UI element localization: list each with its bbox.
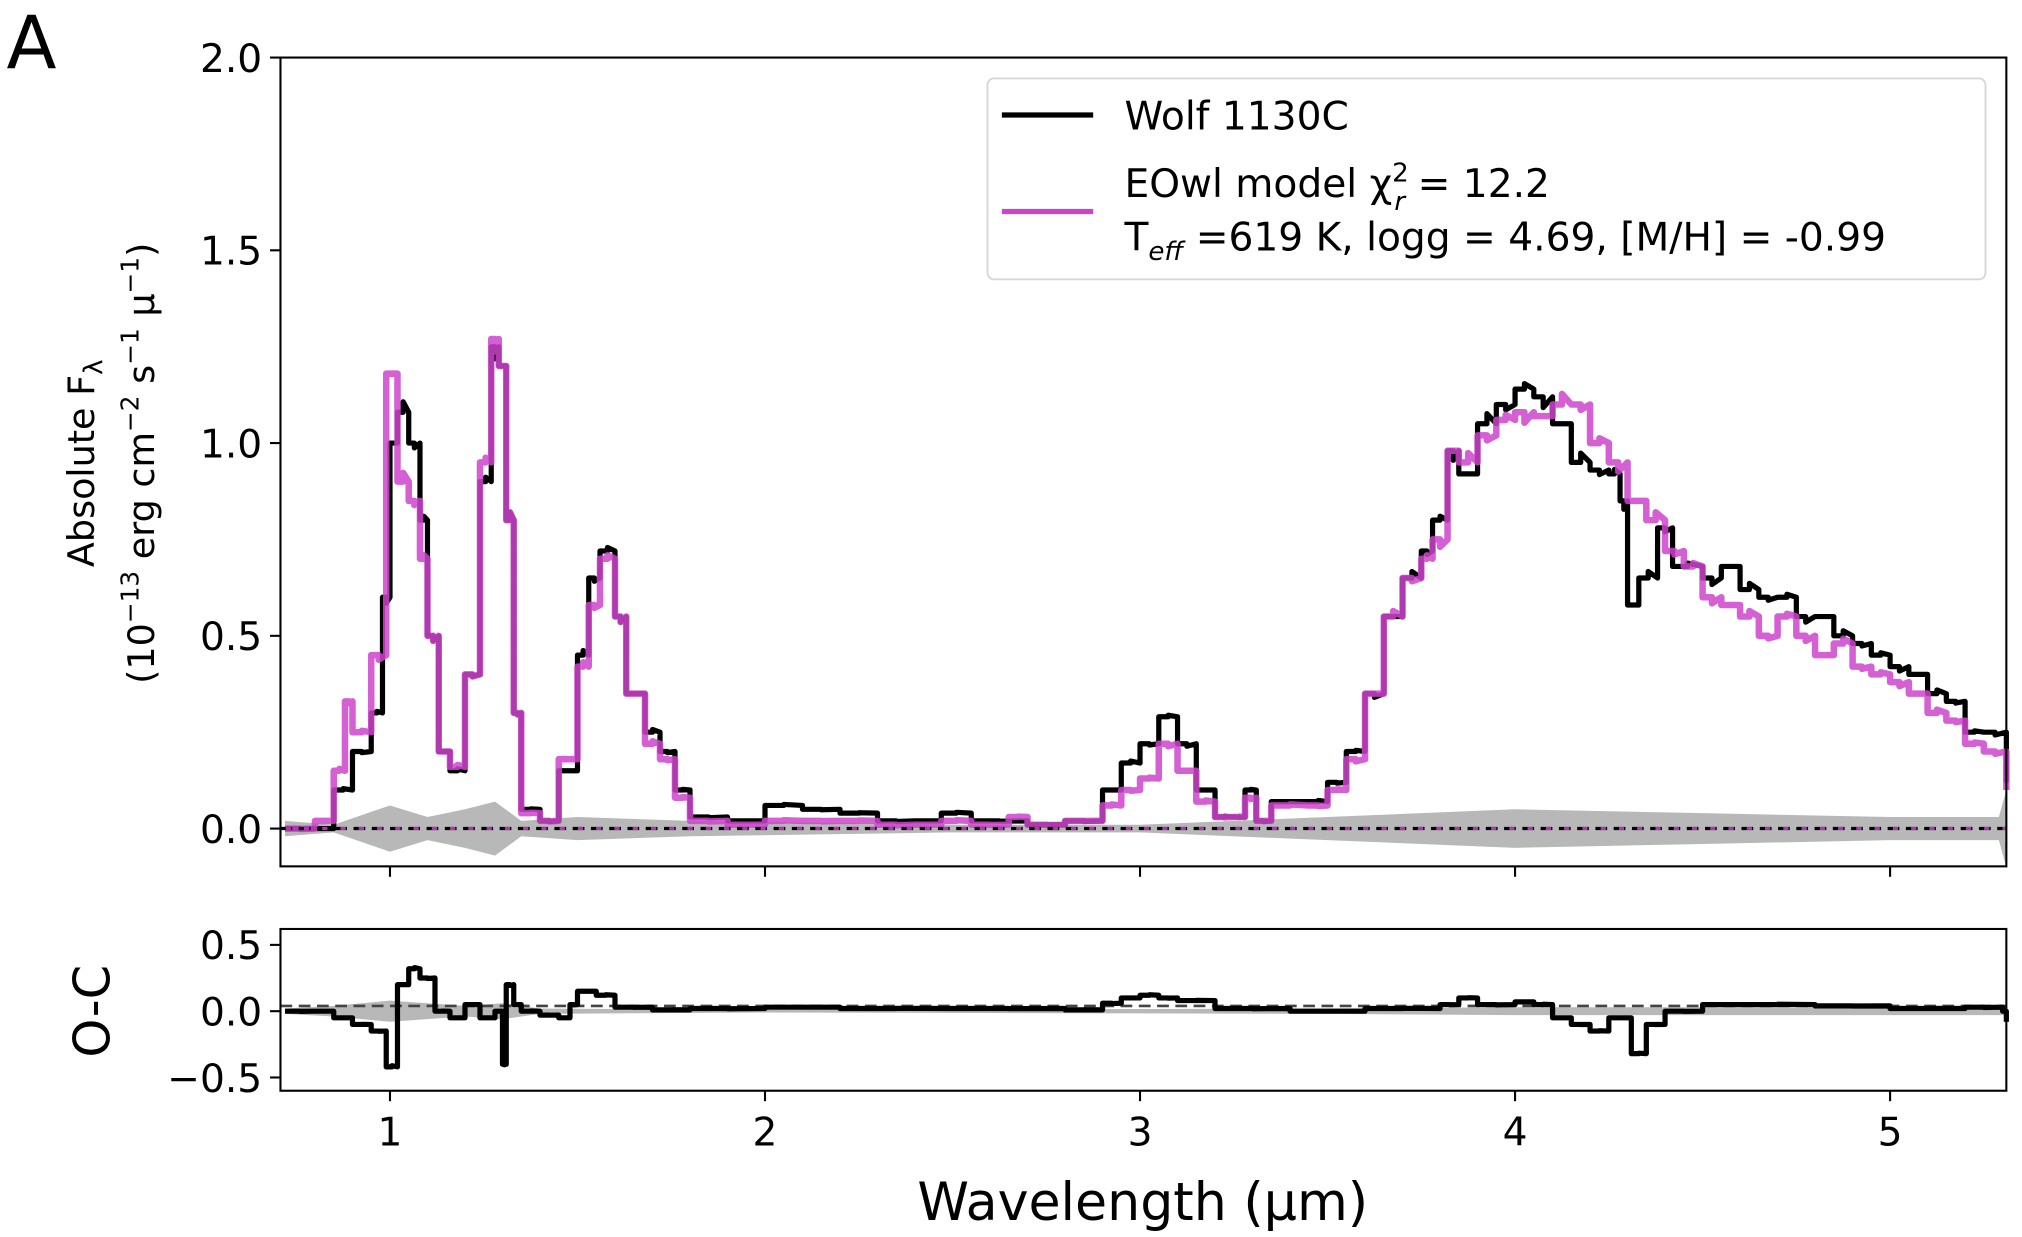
y-tick-label: 2.0 (200, 37, 262, 82)
legend-label-model-line2: Teff =619 K, logg = 4.69, [M/H] = -0.99 (1123, 216, 1886, 267)
y-tick-label: 1.5 (200, 230, 262, 275)
legend-label-model-line1: EOwl model χ2 r = 12.2 (1124, 158, 1549, 217)
x-tick-label: 3 (1128, 1111, 1153, 1156)
main-spectrum-plot: 0.0 0.5 1.0 1.5 2.0 Absolute Fλ (10−13 erg c… (60, 37, 2010, 877)
residual-uncertainty-band (284, 1000, 2007, 1022)
y-tick-label: 0.0 (200, 991, 262, 1036)
y-axis-label-line2: (10−13 erg cm−2 s−1 μ−1) (115, 243, 163, 684)
y-tick-label: 0.0 (200, 808, 262, 853)
legend: Wolf 1130C EOwl model χ2 r = 12.2 Teff =6… (986, 77, 1987, 281)
x-tick-label: 5 (1878, 1111, 1903, 1156)
y-tick-label: −0.5 (167, 1057, 262, 1102)
x-tick-label: 1 (378, 1111, 403, 1156)
panel-label: A (7, 1, 57, 86)
x-tick-label: 2 (753, 1111, 778, 1156)
residual-line (284, 964, 2009, 1070)
main-axes-frame (279, 56, 2008, 868)
residual-axes-frame (279, 927, 2008, 1092)
y-tick-label: 0.5 (200, 924, 262, 969)
x-axis-label: Wavelength (μm) (917, 1173, 1368, 1233)
y-axis-label-line1: Absolute Fλ (60, 359, 109, 567)
y-tick-label: 1.0 (200, 422, 262, 467)
legend-label-observed: Wolf 1130C (1124, 94, 1348, 139)
uncertainty-band-area (284, 1000, 2007, 1022)
x-tick-label: 4 (1503, 1111, 1528, 1156)
model-spectrum-line (284, 335, 2010, 833)
residual-y-label: O-C (64, 965, 122, 1058)
residual-plot: 1 2 3 4 5 −0.5 0.0 0.5 O-C Wavelength (μm) (64, 924, 2009, 1233)
observed-spectrum-line (284, 344, 2009, 832)
y-tick-label: 0.5 (200, 615, 262, 660)
